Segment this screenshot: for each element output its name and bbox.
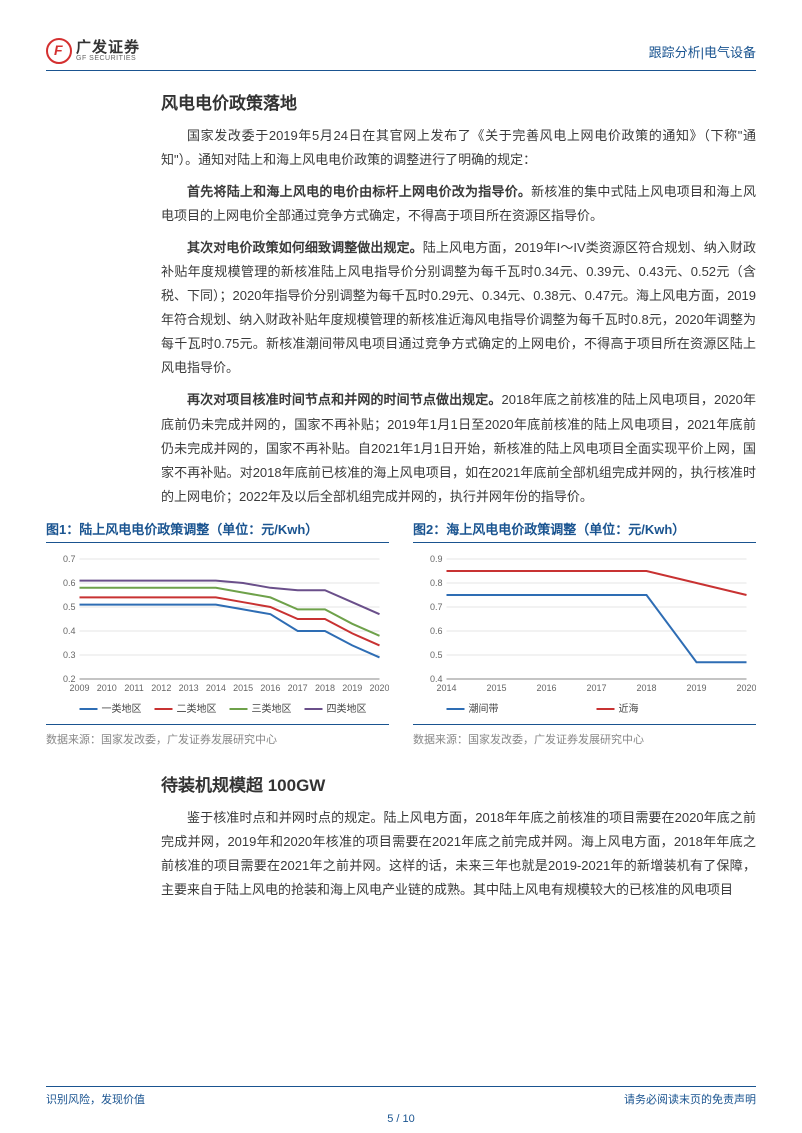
- chart1-block: 图1：陆上风电电价政策调整（单位：元/Kwh） 0.20.30.40.50.60…: [46, 519, 389, 747]
- logo-icon: [46, 38, 72, 64]
- svg-text:0.6: 0.6: [63, 578, 76, 588]
- svg-text:2014: 2014: [206, 683, 226, 693]
- svg-text:2016: 2016: [536, 683, 556, 693]
- svg-text:0.4: 0.4: [63, 626, 76, 636]
- section1-p1: 国家发改委于2019年5月24日在其官网上发布了《关于完善风电上网电价政策的通知…: [161, 124, 756, 172]
- page-number: 5 / 10: [0, 1113, 802, 1125]
- chart1-source: 数据来源：国家发改委，广发证券发展研究中心: [46, 724, 389, 747]
- svg-text:0.7: 0.7: [430, 602, 443, 612]
- chart2-title: 图2：海上风电电价政策调整（单位：元/Kwh）: [413, 519, 756, 543]
- footer-left: 识别风险，发现价值: [46, 1091, 145, 1107]
- section1-p4-rest: 2018年底之前核准的陆上风电项目，2020年底前仍未完成并网的，国家不再补贴；…: [161, 392, 756, 503]
- page-header: 广发证券 GF SECURITIES 跟踪分析|电气设备: [46, 38, 756, 71]
- svg-text:2011: 2011: [124, 683, 143, 693]
- section1-p3-rest: 陆上风电方面，2019年I～IV类资源区符合规划、纳入财政补贴年度规模管理的新核…: [161, 240, 756, 375]
- logo-text-cn: 广发证券: [76, 40, 140, 55]
- section1-p3: 其次对电价政策如何细致调整做出规定。陆上风电方面，2019年I～IV类资源区符合…: [161, 236, 756, 380]
- svg-text:近海: 近海: [619, 702, 639, 715]
- page-footer: 识别风险，发现价值 请务必阅读末页的免责声明: [46, 1086, 756, 1107]
- svg-text:0.6: 0.6: [430, 626, 443, 636]
- svg-text:0.7: 0.7: [63, 554, 76, 564]
- footer-right: 请务必阅读末页的免责声明: [624, 1091, 756, 1107]
- section1-title: 风电电价政策落地: [161, 89, 756, 114]
- svg-text:0.5: 0.5: [63, 602, 76, 612]
- svg-text:2017: 2017: [288, 683, 308, 693]
- svg-text:0.5: 0.5: [430, 650, 443, 660]
- svg-text:一类地区: 一类地区: [102, 702, 142, 715]
- svg-text:潮间带: 潮间带: [469, 702, 499, 715]
- section1-p2-bold: 首先将陆上和海上风电的电价由标杆上网电价改为指导价。: [187, 184, 531, 199]
- chart1-svg: 0.20.30.40.50.60.72009201020112012201320…: [46, 549, 389, 719]
- svg-text:2019: 2019: [686, 683, 706, 693]
- svg-text:2020: 2020: [736, 683, 756, 693]
- chart2-source: 数据来源：国家发改委，广发证券发展研究中心: [413, 724, 756, 747]
- svg-text:2009: 2009: [69, 683, 89, 693]
- svg-text:2018: 2018: [636, 683, 656, 693]
- svg-text:二类地区: 二类地区: [177, 702, 217, 715]
- svg-text:2019: 2019: [342, 683, 362, 693]
- section2-title: 待装机规模超 100GW: [161, 771, 756, 796]
- header-category: 跟踪分析|电气设备: [649, 42, 756, 61]
- svg-text:0.9: 0.9: [430, 554, 443, 564]
- svg-text:2014: 2014: [436, 683, 456, 693]
- svg-text:0.8: 0.8: [430, 578, 443, 588]
- section1-p4: 再次对项目核准时间节点和并网的时间节点做出规定。2018年底之前核准的陆上风电项…: [161, 388, 756, 508]
- svg-text:2020: 2020: [369, 683, 389, 693]
- svg-text:三类地区: 三类地区: [252, 702, 292, 715]
- section1-p2: 首先将陆上和海上风电的电价由标杆上网电价改为指导价。新核准的集中式陆上风电项目和…: [161, 180, 756, 228]
- chart2-block: 图2：海上风电电价政策调整（单位：元/Kwh） 0.40.50.60.70.80…: [413, 519, 756, 747]
- svg-text:2013: 2013: [179, 683, 199, 693]
- logo-text-en: GF SECURITIES: [76, 55, 140, 62]
- svg-text:2015: 2015: [233, 683, 253, 693]
- svg-text:2015: 2015: [486, 683, 506, 693]
- section2-p1: 鉴于核准时点和并网时点的规定。陆上风电方面，2018年年底之前核准的项目需要在2…: [161, 806, 756, 902]
- charts-row: 图1：陆上风电电价政策调整（单位：元/Kwh） 0.20.30.40.50.60…: [46, 519, 756, 747]
- chart1-title: 图1：陆上风电电价政策调整（单位：元/Kwh）: [46, 519, 389, 543]
- svg-text:2012: 2012: [151, 683, 171, 693]
- svg-text:2018: 2018: [315, 683, 335, 693]
- svg-text:2010: 2010: [97, 683, 117, 693]
- section1-p3-bold: 其次对电价政策如何细致调整做出规定。: [187, 240, 423, 255]
- logo: 广发证券 GF SECURITIES: [46, 38, 140, 64]
- svg-text:四类地区: 四类地区: [327, 702, 367, 715]
- chart2-svg: 0.40.50.60.70.80.92014201520162017201820…: [413, 549, 756, 719]
- svg-text:2017: 2017: [586, 683, 606, 693]
- svg-text:0.3: 0.3: [63, 650, 76, 660]
- section1-p4-bold: 再次对项目核准时间节点和并网的时间节点做出规定。: [187, 392, 502, 407]
- svg-text:2016: 2016: [260, 683, 280, 693]
